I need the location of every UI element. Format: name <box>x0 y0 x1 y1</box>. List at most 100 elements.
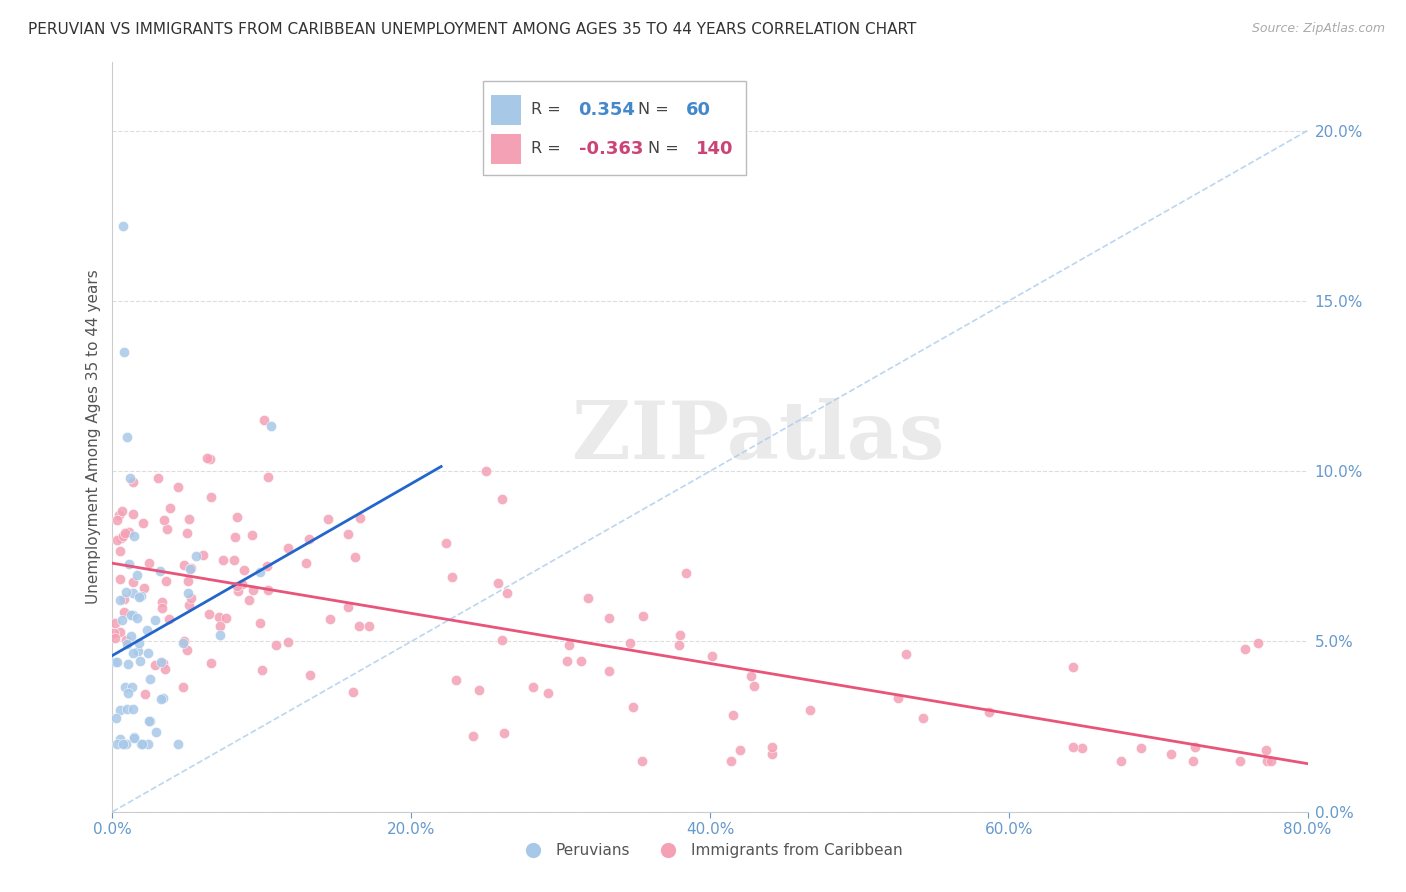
Text: N =: N = <box>638 103 675 117</box>
Point <box>1071 740 1094 755</box>
Point <box>491 632 513 647</box>
Point <box>191 548 214 562</box>
Point <box>173 634 195 648</box>
Point <box>122 731 145 745</box>
Point <box>103 626 125 640</box>
Point <box>153 662 176 676</box>
Point <box>139 672 162 686</box>
Text: -0.363: -0.363 <box>579 140 643 158</box>
Point <box>240 527 263 541</box>
Point <box>108 731 131 746</box>
Point <box>104 655 127 669</box>
Text: R =: R = <box>531 141 565 156</box>
Point <box>256 582 278 597</box>
Point <box>576 591 599 605</box>
Point <box>136 737 159 751</box>
Point <box>208 610 231 624</box>
Point <box>121 681 143 695</box>
Point <box>557 638 579 652</box>
Point <box>114 525 136 540</box>
Point <box>172 636 194 650</box>
Point <box>336 600 359 615</box>
FancyBboxPatch shape <box>484 81 747 175</box>
Text: 140: 140 <box>696 140 733 158</box>
Point <box>167 480 190 494</box>
Point <box>212 553 235 567</box>
Point <box>122 608 145 623</box>
Point <box>621 700 644 714</box>
Point <box>1130 741 1153 756</box>
Point <box>122 507 145 521</box>
Point <box>104 615 127 630</box>
Point <box>138 714 160 728</box>
Point <box>200 452 222 467</box>
Point <box>143 658 166 673</box>
Point <box>231 577 253 591</box>
Point <box>105 513 128 527</box>
Point <box>1062 739 1084 754</box>
Point <box>911 711 934 725</box>
Point <box>117 430 139 444</box>
Point <box>226 583 249 598</box>
Point <box>108 625 131 640</box>
Point <box>463 729 485 743</box>
Point <box>569 654 592 668</box>
Bar <box>491 134 522 163</box>
Point <box>134 687 156 701</box>
Point <box>486 575 509 590</box>
Point <box>598 664 620 678</box>
Point <box>253 413 276 427</box>
Text: R =: R = <box>531 103 565 117</box>
Point <box>200 657 222 671</box>
Point <box>114 345 135 359</box>
Point <box>177 574 200 589</box>
Point <box>112 592 135 607</box>
Point <box>108 702 131 716</box>
Point <box>740 669 762 683</box>
Point <box>107 508 129 522</box>
Point <box>179 562 201 576</box>
Point <box>136 623 159 637</box>
Point <box>108 572 131 586</box>
Point <box>249 616 271 631</box>
Point <box>122 730 145 744</box>
Point <box>129 737 152 751</box>
Point <box>112 605 135 619</box>
Point <box>105 737 128 751</box>
Point <box>761 739 783 754</box>
Point <box>115 584 138 599</box>
Point <box>1254 743 1277 757</box>
Point <box>105 655 128 669</box>
Point <box>132 516 155 530</box>
Text: PERUVIAN VS IMMIGRANTS FROM CARIBBEAN UNEMPLOYMENT AMONG AGES 35 TO 44 YEARS COR: PERUVIAN VS IMMIGRANTS FROM CARIBBEAN UN… <box>28 22 917 37</box>
Point <box>138 556 160 570</box>
Point <box>491 491 513 506</box>
Point <box>1184 739 1206 754</box>
Point <box>110 531 132 545</box>
Point <box>110 543 132 558</box>
Point <box>1160 747 1182 761</box>
Point <box>492 725 515 739</box>
Point <box>256 558 278 573</box>
Point <box>249 565 271 579</box>
Point <box>522 680 544 694</box>
Point <box>172 680 194 694</box>
Point <box>115 637 138 651</box>
Point <box>224 530 246 544</box>
Point <box>128 591 150 605</box>
Point <box>668 638 690 652</box>
Point <box>277 541 299 556</box>
Point <box>152 656 174 670</box>
Text: 0.354: 0.354 <box>579 101 636 119</box>
Point <box>155 574 177 588</box>
Point <box>238 592 260 607</box>
Point <box>343 549 366 564</box>
Point <box>434 535 457 549</box>
Point <box>131 737 153 751</box>
Point <box>226 578 249 592</box>
Point <box>720 754 742 768</box>
Point <box>157 612 180 626</box>
Text: 60: 60 <box>686 101 711 119</box>
Point <box>122 574 145 589</box>
Point <box>143 614 166 628</box>
